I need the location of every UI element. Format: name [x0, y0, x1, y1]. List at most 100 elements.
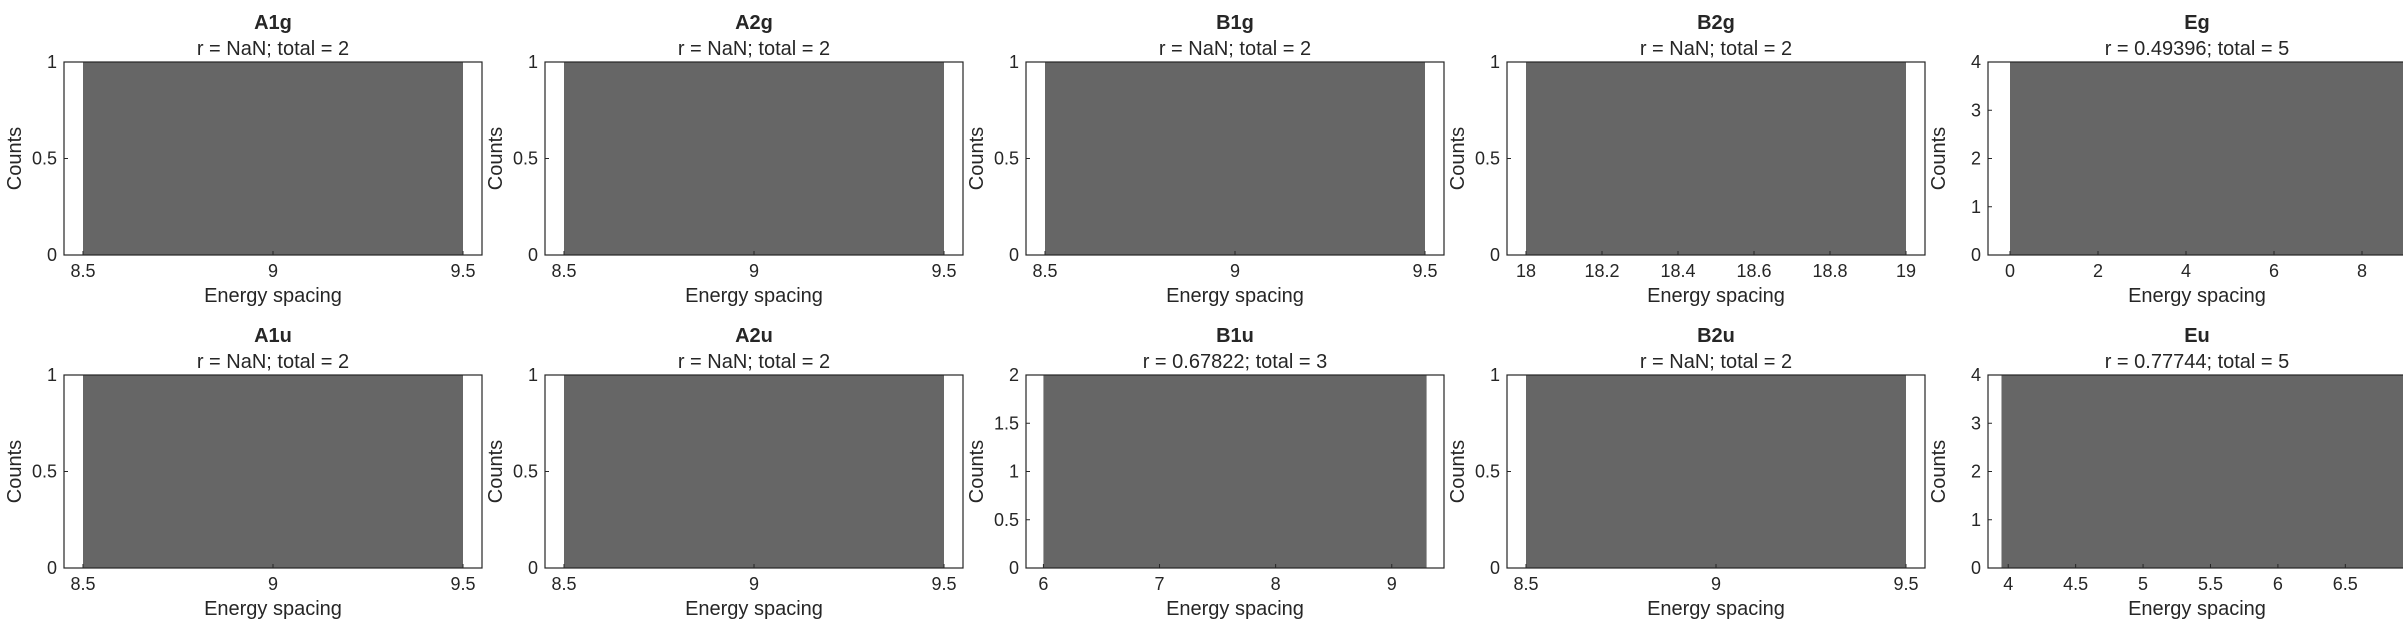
x-tick-label: 2: [2093, 261, 2103, 281]
histogram-bar: [83, 62, 463, 255]
subplot-a2g: 8.5 9 9.5 0 0.5 1 A2g r = NaN; total = 2 Energy …: [485, 12, 964, 307]
x-tick-label: 9.5: [931, 574, 956, 594]
x-axis-label: Energy spacing: [685, 285, 823, 307]
subplot-b2u: 8.5 9 9.5 0 0.5 1 B2u r = NaN; total = 2 Energy …: [1447, 325, 1926, 620]
y-tick-label: 1: [47, 365, 57, 385]
x-tick-label: 9: [1711, 574, 1721, 594]
x-tick-label: 6: [2273, 574, 2283, 594]
subplot-b1u: 6 7 8 9 0 0.5 1 1.5 2 B1u r = 0.67822; total = 3 En…: [966, 325, 1445, 620]
y-axis-label: Counts: [1447, 440, 1469, 503]
y-tick-label: 0: [1009, 558, 1019, 578]
y-axis-label: Counts: [485, 440, 507, 503]
y-tick-label: 1: [1490, 365, 1500, 385]
subplot-title: B2g: [1697, 12, 1735, 34]
y-tick-label: 3: [1971, 100, 1981, 120]
subplot-subtitle: r = 0.77744; total = 5: [2105, 351, 2290, 373]
y-tick-label: 4: [1971, 52, 1981, 72]
y-tick-label: 1: [528, 52, 538, 72]
histogram-bar: [2001, 375, 2403, 568]
x-tick-label: 4.5: [2063, 574, 2088, 594]
x-tick-label: 9: [268, 574, 278, 594]
y-tick-label: 1: [1971, 510, 1981, 530]
y-axis-label: Counts: [1928, 440, 1950, 503]
subplot-a2u: 8.5 9 9.5 0 0.5 1 A2u r = NaN; total = 2 Energy …: [485, 325, 964, 620]
y-tick-label: 1: [47, 52, 57, 72]
y-axis-label: Counts: [1928, 127, 1950, 190]
subplot-eu: 4 4.5 5 5.5 6 6.5 0 1 2 3 4 Eu r = 0.77744; total = …: [1928, 325, 2403, 620]
x-tick-label: 9.5: [450, 261, 475, 281]
x-tick-label: 6.5: [2333, 574, 2358, 594]
x-tick-label: 9.5: [450, 574, 475, 594]
x-tick-label: 4: [2181, 261, 2191, 281]
x-tick-label: 8: [2357, 261, 2367, 281]
x-axis-label: Energy spacing: [2128, 285, 2266, 307]
x-tick-label: 0: [2005, 261, 2015, 281]
y-tick-label: 0: [1490, 245, 1500, 265]
x-tick-label: 18: [1516, 261, 1536, 281]
subplot-subtitle: r = NaN; total = 2: [197, 38, 349, 60]
subplot-subtitle: r = NaN; total = 2: [678, 38, 830, 60]
histogram-bar: [1043, 375, 1427, 568]
x-tick-label: 8.5: [70, 574, 95, 594]
y-tick-label: 0.5: [513, 462, 538, 482]
histogram-bar: [564, 375, 944, 568]
y-tick-label: 0.5: [1475, 149, 1500, 169]
subplot-a1g: 8.5 9 9.5 0 0.5 1 A1g r = NaN; total = 2 Energy …: [4, 12, 483, 307]
y-tick-label: 0: [1490, 558, 1500, 578]
y-tick-label: 1: [1971, 197, 1981, 217]
x-tick-label: 9: [1387, 574, 1397, 594]
x-axis-label: Energy spacing: [1647, 285, 1785, 307]
y-tick-label: 1: [528, 365, 538, 385]
x-tick-label: 8.5: [551, 574, 576, 594]
y-tick-label: 0: [47, 558, 57, 578]
x-tick-label: 18.8: [1812, 261, 1847, 281]
x-axis-label: Energy spacing: [1647, 598, 1785, 620]
y-tick-label: 4: [1971, 365, 1981, 385]
x-tick-label: 8.5: [551, 261, 576, 281]
x-axis-label: Energy spacing: [204, 598, 342, 620]
y-axis-label: Counts: [485, 127, 507, 190]
y-tick-label: 0.5: [32, 462, 57, 482]
y-axis-label: Counts: [966, 127, 988, 190]
subplot-b1g: 8.5 9 9.5 0 0.5 1 B1g r = NaN; total = 2 Energy …: [966, 12, 1445, 307]
subplot-title: B2u: [1697, 325, 1735, 347]
y-tick-label: 0: [528, 245, 538, 265]
subplot-a1u: 8.5 9 9.5 0 0.5 1 A1u r = NaN; total = 2 Energy …: [4, 325, 483, 620]
y-tick-label: 1: [1490, 52, 1500, 72]
subplot-b2g: 18 18.2 18.4 18.6 18.8 19 0 0.5 1 B2g r = NaN; tot…: [1447, 12, 1926, 307]
y-axis-label: Counts: [966, 440, 988, 503]
x-axis-label: Energy spacing: [1166, 598, 1304, 620]
subplot-subtitle: r = NaN; total = 2: [1640, 351, 1792, 373]
y-tick-label: 1.5: [994, 413, 1019, 433]
histogram-bar: [2010, 62, 2403, 255]
y-tick-label: 1: [1009, 462, 1019, 482]
y-axis-label: Counts: [4, 440, 26, 503]
x-tick-label: 8.5: [70, 261, 95, 281]
x-tick-label: 9.5: [1412, 261, 1437, 281]
histogram-bar: [83, 375, 463, 568]
x-tick-label: 9: [268, 261, 278, 281]
y-tick-label: 0: [47, 245, 57, 265]
y-tick-label: 2: [1971, 149, 1981, 169]
x-tick-label: 9: [749, 261, 759, 281]
x-tick-label: 9.5: [1893, 574, 1918, 594]
subplot-title: B1u: [1216, 325, 1254, 347]
subplot-subtitle: r = NaN; total = 2: [197, 351, 349, 373]
subplot-title: A2g: [735, 12, 773, 34]
y-tick-label: 0.5: [994, 510, 1019, 530]
y-tick-label: 2: [1971, 462, 1981, 482]
x-tick-label: 6: [1038, 574, 1048, 594]
x-tick-label: 18.2: [1584, 261, 1619, 281]
y-tick-label: 0: [1009, 245, 1019, 265]
x-tick-label: 7: [1155, 574, 1165, 594]
y-tick-label: 2: [1009, 365, 1019, 385]
y-tick-label: 0.5: [513, 149, 538, 169]
subplot-subtitle: r = 0.67822; total = 3: [1143, 351, 1328, 373]
x-tick-label: 18.6: [1736, 261, 1771, 281]
y-axis-label: Counts: [1447, 127, 1469, 190]
subplot-subtitle: r = NaN; total = 2: [1159, 38, 1311, 60]
x-tick-label: 18.4: [1660, 261, 1695, 281]
y-tick-label: 0: [528, 558, 538, 578]
x-tick-label: 9: [1230, 261, 1240, 281]
